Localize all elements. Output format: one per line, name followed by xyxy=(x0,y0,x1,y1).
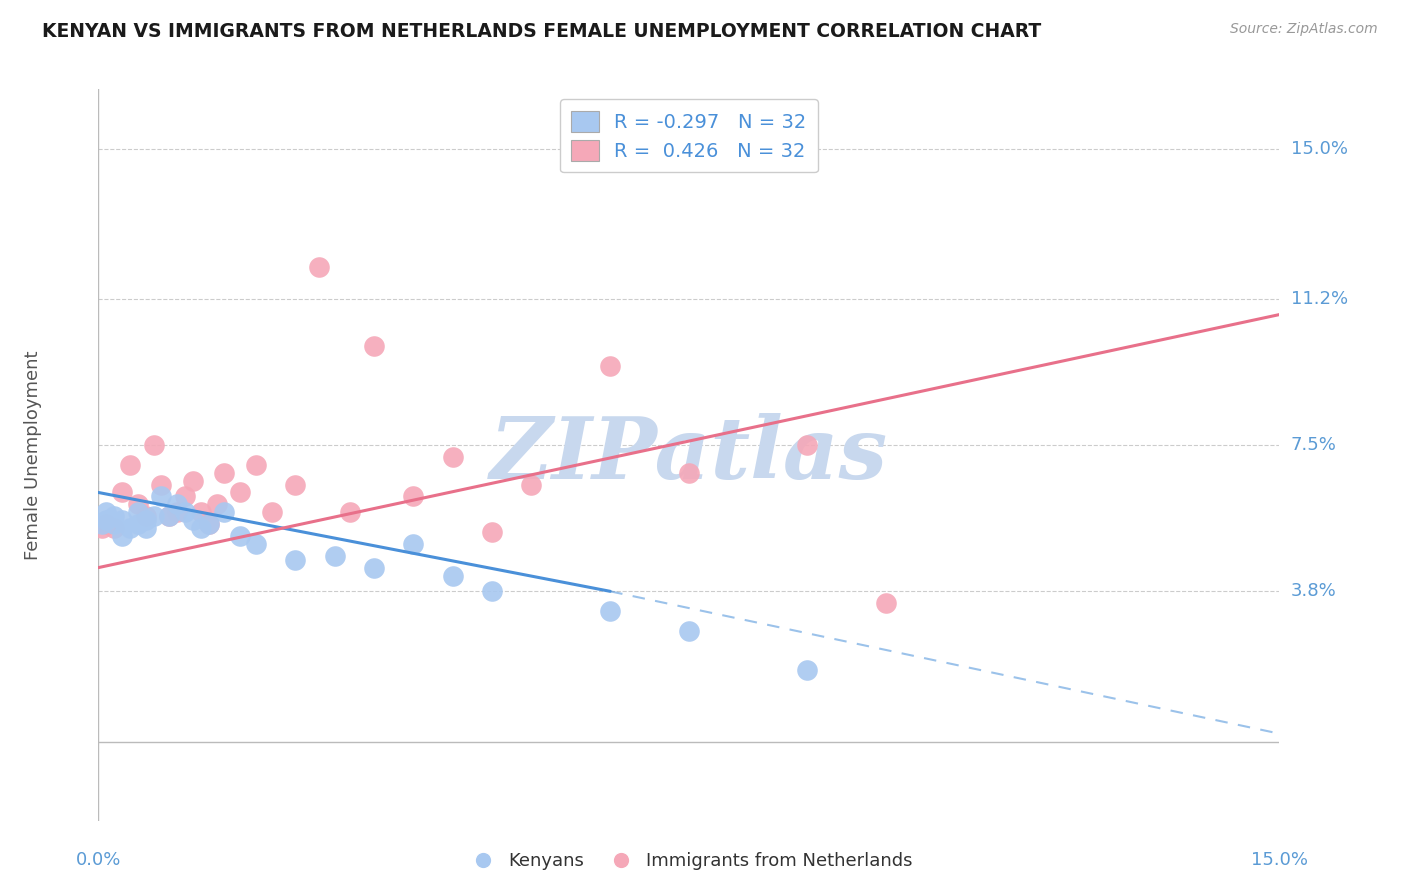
Point xyxy=(229,529,252,543)
Point xyxy=(142,438,165,452)
Text: 7.5%: 7.5% xyxy=(1291,436,1337,454)
Point xyxy=(339,505,361,519)
Point xyxy=(363,339,385,353)
Point xyxy=(402,537,425,551)
Point xyxy=(875,596,897,610)
Point xyxy=(678,466,700,480)
Point xyxy=(284,552,307,566)
Point xyxy=(520,477,543,491)
Point xyxy=(441,450,464,464)
Point xyxy=(363,560,385,574)
Point xyxy=(135,521,157,535)
Point xyxy=(481,524,503,539)
Point xyxy=(796,438,818,452)
Point xyxy=(174,490,197,504)
Text: Source: ZipAtlas.com: Source: ZipAtlas.com xyxy=(1230,22,1378,37)
Point xyxy=(127,517,149,532)
Point xyxy=(402,490,425,504)
Point xyxy=(214,505,236,519)
Point xyxy=(481,584,503,599)
Point xyxy=(796,664,818,678)
Point xyxy=(197,517,219,532)
Point xyxy=(181,474,204,488)
Point xyxy=(284,477,307,491)
Point xyxy=(103,517,125,532)
Point xyxy=(599,604,621,618)
Point xyxy=(91,521,114,535)
Point xyxy=(118,521,141,535)
Text: 11.2%: 11.2% xyxy=(1291,290,1348,308)
Point xyxy=(166,497,188,511)
Point xyxy=(103,509,125,524)
Point xyxy=(157,509,180,524)
Point xyxy=(127,497,149,511)
Point xyxy=(190,521,212,535)
Text: Female Unemployment: Female Unemployment xyxy=(24,351,42,559)
Point xyxy=(245,458,267,472)
Point xyxy=(678,624,700,638)
Text: ZIPatlas: ZIPatlas xyxy=(489,413,889,497)
Point xyxy=(245,537,267,551)
Point xyxy=(142,509,165,524)
Point xyxy=(103,521,125,535)
Text: 15.0%: 15.0% xyxy=(1251,851,1308,869)
Point xyxy=(441,568,464,582)
Text: 15.0%: 15.0% xyxy=(1291,139,1347,158)
Text: 3.8%: 3.8% xyxy=(1291,582,1336,600)
Point xyxy=(96,513,118,527)
Point xyxy=(214,466,236,480)
Point xyxy=(96,505,118,519)
Point xyxy=(323,549,346,563)
Point xyxy=(157,509,180,524)
Point xyxy=(127,505,149,519)
Point xyxy=(150,490,173,504)
Point xyxy=(205,497,228,511)
Point xyxy=(111,485,134,500)
Point xyxy=(166,505,188,519)
Point xyxy=(181,513,204,527)
Point xyxy=(91,517,114,532)
Point xyxy=(190,505,212,519)
Point xyxy=(96,517,118,532)
Text: KENYAN VS IMMIGRANTS FROM NETHERLANDS FEMALE UNEMPLOYMENT CORRELATION CHART: KENYAN VS IMMIGRANTS FROM NETHERLANDS FE… xyxy=(42,22,1042,41)
Point xyxy=(308,260,330,274)
Point xyxy=(229,485,252,500)
Point xyxy=(197,517,219,532)
Point xyxy=(174,505,197,519)
Point xyxy=(135,509,157,524)
Point xyxy=(260,505,283,519)
Point xyxy=(111,513,134,527)
Point xyxy=(111,529,134,543)
Point xyxy=(150,477,173,491)
Point xyxy=(118,458,141,472)
Text: 0.0%: 0.0% xyxy=(76,851,121,869)
Point xyxy=(599,359,621,373)
Legend: Kenyans, Immigrants from Netherlands: Kenyans, Immigrants from Netherlands xyxy=(458,845,920,878)
Point xyxy=(135,513,157,527)
